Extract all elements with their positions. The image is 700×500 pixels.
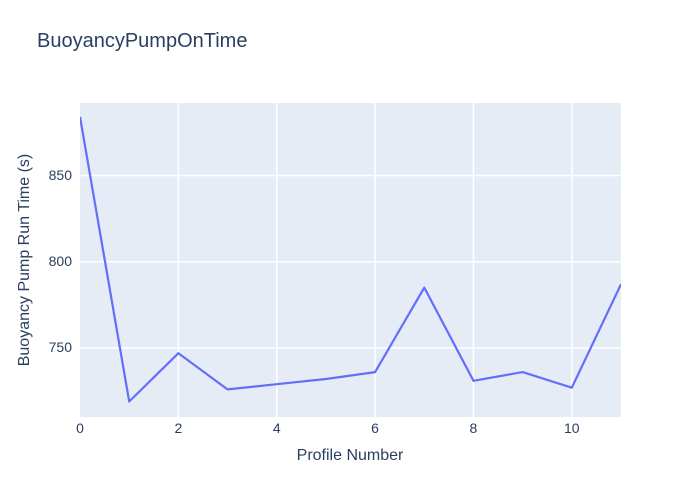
y-tick-label: 850	[48, 166, 72, 183]
y-tick-label: 750	[48, 339, 72, 356]
plot-area[interactable]	[80, 103, 621, 417]
x-tick-label: 4	[272, 420, 281, 436]
chart-title: BuoyancyPumpOnTime	[37, 30, 248, 52]
data-line[interactable]	[80, 116, 621, 403]
x-tick-label: 6	[371, 420, 379, 436]
x-tick-label: 10	[564, 420, 580, 436]
plot-canvas	[80, 103, 621, 417]
y-tick-label: 800	[48, 253, 72, 270]
x-tick-label: 0	[76, 420, 84, 436]
x-tick-label: 8	[469, 420, 478, 436]
x-axis-title: Profile Number	[296, 447, 404, 464]
plot-background	[80, 103, 621, 417]
x-tick-label: 2	[174, 420, 183, 436]
